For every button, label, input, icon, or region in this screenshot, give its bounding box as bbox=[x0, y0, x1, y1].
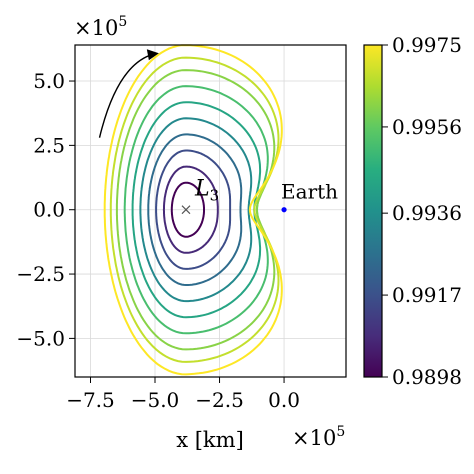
x-tick-label: 0.0 bbox=[268, 388, 300, 412]
x-axis-label: x [km] bbox=[176, 428, 244, 452]
colorbar-ticks: 0.9975 0.9956 0.9936 0.9917 0.9898 bbox=[382, 33, 462, 389]
markers: L3 Earth bbox=[181, 177, 338, 215]
colorbar: 0.9975 0.9956 0.9936 0.9917 0.9898 bbox=[363, 33, 462, 389]
colorbar-tick-label: 0.9956 bbox=[392, 115, 462, 139]
y-tick-label: −2.5 bbox=[16, 262, 65, 286]
earth-marker-icon bbox=[281, 207, 287, 213]
y-tick-label: 5.0 bbox=[33, 69, 65, 93]
clockwise-arrow bbox=[98, 54, 151, 138]
y-multiplier: ×105 bbox=[74, 14, 127, 40]
x-axis-ticks: −7.5 −5.0 −2.5 0.0 bbox=[66, 377, 300, 412]
plot-background bbox=[75, 45, 346, 377]
l3-label: L3 bbox=[194, 177, 219, 205]
contour-line bbox=[109, 56, 280, 363]
y-tick-label: −5.0 bbox=[16, 326, 65, 350]
l3-label-sub: 3 bbox=[210, 187, 220, 205]
y-axis-ticks: 5.0 2.5 0.0 −2.5 −5.0 bbox=[16, 69, 75, 350]
x-tick-label: −2.5 bbox=[195, 388, 244, 412]
y-tick-label: 2.5 bbox=[33, 133, 65, 157]
colorbar-tick-label: 0.9975 bbox=[392, 33, 462, 57]
colorbar-tick-label: 0.9917 bbox=[392, 283, 462, 307]
contour-line bbox=[162, 165, 219, 254]
y-multiplier-exp: 5 bbox=[118, 14, 127, 30]
x-tick-label: −5.0 bbox=[131, 388, 180, 412]
contour-line bbox=[103, 44, 283, 376]
x-multiplier: ×105 bbox=[292, 424, 345, 450]
contour-line bbox=[155, 149, 232, 270]
colorbar-tick-label: 0.9898 bbox=[392, 365, 462, 389]
l3-label-main: L bbox=[194, 177, 210, 202]
x-tick-label: −7.5 bbox=[66, 388, 115, 412]
y-tick-label: 0.0 bbox=[33, 198, 65, 222]
arrow-head-icon bbox=[146, 49, 159, 61]
earth-label: Earth bbox=[281, 180, 338, 204]
plot-area: L3 Earth bbox=[74, 44, 347, 378]
contour-line bbox=[115, 69, 276, 351]
contour-lines bbox=[103, 44, 283, 376]
x-multiplier-exp: 5 bbox=[336, 424, 345, 440]
contour-line bbox=[139, 117, 253, 303]
l3-cross-icon bbox=[181, 205, 191, 215]
grid bbox=[75, 45, 346, 377]
colorbar-gradient bbox=[363, 44, 383, 378]
colorbar-tick-label: 0.9936 bbox=[392, 201, 462, 225]
contour-line bbox=[147, 133, 243, 286]
plot-frame bbox=[74, 44, 347, 378]
y-multiplier-base: ×10 bbox=[74, 16, 118, 40]
contour-line bbox=[170, 181, 205, 238]
x-multiplier-base: ×10 bbox=[292, 426, 336, 450]
